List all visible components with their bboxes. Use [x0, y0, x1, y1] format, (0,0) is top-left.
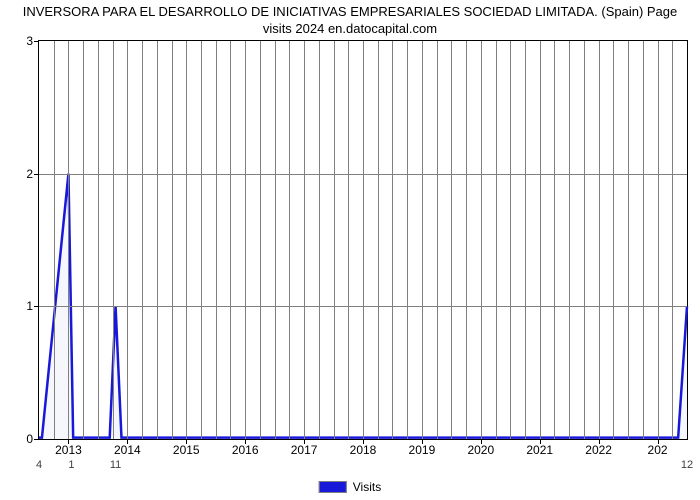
grid-line-v — [186, 41, 187, 439]
legend-swatch — [319, 481, 347, 493]
x-tick-label: 2021 — [526, 443, 553, 457]
y-tick-label: 3 — [17, 34, 33, 48]
data-point-label: 12 — [681, 459, 693, 471]
grid-line-v — [584, 41, 585, 439]
x-tick-label: 2022 — [585, 443, 612, 457]
grid-line-v — [540, 41, 541, 439]
grid-line-v — [437, 41, 438, 439]
y-tick — [34, 41, 39, 42]
x-tick-label: 2016 — [232, 443, 259, 457]
grid-line-v — [113, 41, 114, 439]
grid-line-v — [230, 41, 231, 439]
title-line-2: visits 2024 en.datocapital.com — [263, 21, 437, 36]
grid-line-v — [525, 41, 526, 439]
grid-line-v — [260, 41, 261, 439]
y-tick-label: 0 — [17, 432, 33, 446]
grid-line-v — [54, 41, 55, 439]
grid-line-v — [643, 41, 644, 439]
y-tick — [34, 439, 39, 440]
grid-line-v — [127, 41, 128, 439]
grid-line-v — [334, 41, 335, 439]
grid-line-v — [142, 41, 143, 439]
chart-title: INVERSORA PARA EL DESARROLLO DE INICIATI… — [0, 0, 700, 38]
x-tick-label: 2020 — [467, 443, 494, 457]
grid-line-v — [466, 41, 467, 439]
grid-line-v — [422, 41, 423, 439]
data-point-label: 11 — [110, 459, 121, 471]
x-tick-label: 2014 — [114, 443, 141, 457]
grid-line-v — [363, 41, 364, 439]
grid-line-v — [481, 41, 482, 439]
grid-line-v — [98, 41, 99, 439]
grid-line-v — [201, 41, 202, 439]
x-tick-label: 202 — [648, 443, 668, 457]
data-point-label: 1 — [68, 459, 74, 471]
grid-line-v — [451, 41, 452, 439]
grid-line-v — [172, 41, 173, 439]
grid-line-v — [319, 41, 320, 439]
grid-line-v — [407, 41, 408, 439]
grid-line-v — [157, 41, 158, 439]
grid-line-v — [392, 41, 393, 439]
chart-container: INVERSORA PARA EL DESARROLLO DE INICIATI… — [0, 0, 700, 500]
grid-line-v — [216, 41, 217, 439]
grid-line-v — [245, 41, 246, 439]
grid-line-v — [672, 41, 673, 439]
x-tick-label: 2019 — [409, 443, 436, 457]
grid-line-v — [304, 41, 305, 439]
grid-line-v — [658, 41, 659, 439]
legend-label: Visits — [353, 480, 381, 494]
y-tick-label: 1 — [17, 299, 33, 313]
x-tick-label: 2018 — [350, 443, 377, 457]
legend: Visits — [319, 480, 381, 494]
grid-line-v — [628, 41, 629, 439]
title-line-1: INVERSORA PARA EL DESARROLLO DE INICIATI… — [23, 4, 678, 19]
grid-line-v — [554, 41, 555, 439]
grid-line-v — [348, 41, 349, 439]
x-tick-label: 2013 — [55, 443, 82, 457]
data-point-label: 4 — [36, 459, 42, 471]
x-tick-label: 2015 — [173, 443, 200, 457]
y-tick-label: 2 — [17, 167, 33, 181]
grid-line-v — [569, 41, 570, 439]
grid-line-v — [275, 41, 276, 439]
grid-line-v — [496, 41, 497, 439]
grid-line-v — [613, 41, 614, 439]
plot-area: 0123201320142015201620172018201920202021… — [38, 40, 688, 440]
grid-line-v — [378, 41, 379, 439]
grid-line-v — [510, 41, 511, 439]
x-tick-label: 2017 — [291, 443, 318, 457]
grid-line-v — [599, 41, 600, 439]
grid-line-v — [83, 41, 84, 439]
grid-line-v — [289, 41, 290, 439]
grid-line-v — [68, 41, 69, 439]
